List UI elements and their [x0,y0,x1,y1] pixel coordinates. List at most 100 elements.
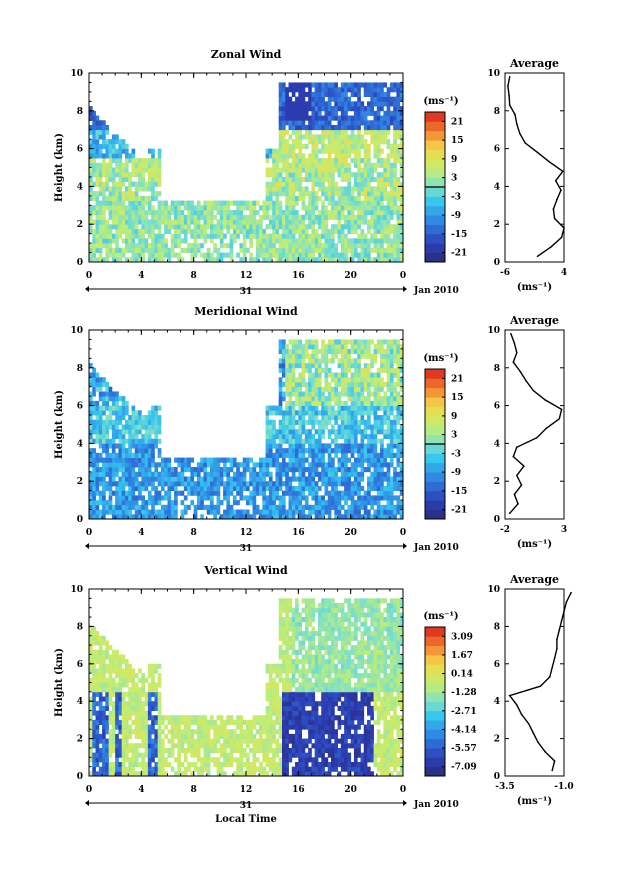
heatmap-cell [301,158,306,164]
heatmap-cell [246,219,250,225]
heatmap-cell [131,257,136,263]
heatmap-cell [298,471,302,477]
y-tick-label: 10 [70,326,83,336]
heatmap-cell [321,452,325,458]
heatmap-cell [167,457,172,463]
heatmap-cell [285,195,289,201]
heatmap-cell [98,635,103,641]
heatmap-cell [386,247,391,253]
heatmap-cell [105,391,110,397]
heatmap-cell [353,110,358,116]
heatmap-cell [308,233,312,239]
heatmap-cell [295,495,299,501]
heatmap-cell [157,471,162,477]
heatmap-cell [105,381,110,388]
heatmap-cell [308,120,312,126]
heatmap-cell [157,476,162,482]
heatmap-cell [399,405,404,411]
heatmap-cell [95,476,100,482]
heatmap-cell [353,186,358,192]
y-tick-label: 10 [70,69,83,79]
heatmap-cell [376,110,381,116]
heatmap-cell [259,205,263,211]
heatmap-cell [223,495,227,501]
heatmap-cell [347,143,352,150]
heatmap-cell [324,509,329,515]
heatmap-cell [105,181,110,187]
heatmap-cell [105,129,110,135]
heatmap-cell [373,139,378,145]
heatmap-cell [141,252,145,258]
heatmap-cell [301,419,306,425]
heatmap-cell [131,228,136,235]
heatmap-cell [331,82,335,88]
heatmap-cell [131,514,136,520]
heatmap-cell [399,433,404,440]
heatmap-cell [170,247,175,253]
heatmap-cell [327,139,332,145]
average-y-tick-label: 6 [494,145,500,155]
heatmap-cell [151,415,155,421]
heatmap-cell [367,457,371,463]
heatmap-cell [298,476,302,482]
heatmap-cell [376,377,381,383]
heatmap-cell [301,476,306,482]
heatmap-cell [268,410,273,416]
heatmap-cell [327,381,332,388]
heatmap-cell [115,733,119,739]
heatmap-cell [167,247,172,253]
heatmap-cell [105,124,110,131]
heatmap-cell [344,363,348,369]
heatmap-cell [360,495,365,501]
heatmap-cell [311,82,316,88]
heatmap-cell [291,158,296,164]
colorbar-segment [425,177,445,188]
y-tick-label: 2 [77,220,83,230]
heatmap-cell [95,410,100,416]
heatmap-cell [347,495,352,501]
heatmap-cell [92,649,96,655]
heatmap-cell [226,200,231,206]
heatmap-cell [95,738,100,744]
heatmap-cell [337,101,342,107]
heatmap-cell [295,167,299,173]
heatmap-cell [105,640,110,646]
heatmap-cell [311,257,316,263]
heatmap-cell [102,757,106,763]
heatmap-cell [121,424,126,430]
heatmap-cell [327,419,332,425]
heatmap-cell [331,172,335,178]
heatmap-cell [92,438,96,444]
heatmap-cell [393,429,397,435]
average-profile-point [563,227,565,229]
heatmap-cell [275,467,280,473]
heatmap-cell [108,438,113,444]
heatmap-cell [92,153,96,159]
heatmap-cell [105,400,110,407]
heatmap-cell [265,429,270,435]
heatmap-cell [138,205,142,211]
heatmap-cell [363,443,368,449]
heatmap-cell [396,191,401,197]
heatmap-cell [102,654,106,660]
heatmap-cell [291,490,296,496]
heatmap-cell [344,115,348,121]
heatmap-cell [353,396,358,402]
heatmap-cell [249,205,253,211]
heatmap-cell [324,257,329,263]
heatmap-cell [102,659,106,665]
heatmap-cell [324,348,329,355]
heatmap-cell [193,485,198,492]
heatmap-cell [298,181,302,187]
heatmap-cell [92,233,96,239]
heatmap-cell [160,462,165,468]
heatmap-cell [281,339,286,345]
heatmap-cell [141,443,145,449]
heatmap-cell [353,252,358,258]
heatmap-cell [389,181,394,187]
heatmap-cell [389,429,394,435]
heatmap-cell [304,167,309,173]
heatmap-cell [232,481,237,487]
heatmap-cell [147,195,152,201]
heatmap-cell [373,162,378,168]
